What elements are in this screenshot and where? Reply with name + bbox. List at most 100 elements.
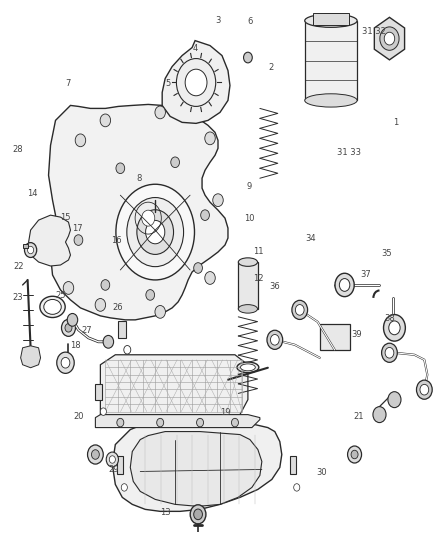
Circle shape [384,314,405,341]
Circle shape [103,335,113,348]
Circle shape [380,27,399,50]
Text: 22: 22 [13,262,23,271]
Circle shape [244,52,252,63]
Circle shape [185,69,207,96]
Text: 8: 8 [137,174,142,183]
Circle shape [384,32,395,45]
Circle shape [381,343,397,362]
Circle shape [339,279,350,292]
Circle shape [267,330,283,349]
Circle shape [116,163,125,174]
Polygon shape [130,432,262,506]
Circle shape [117,418,124,427]
Text: 4: 4 [192,44,198,53]
Text: 29: 29 [108,465,119,474]
Circle shape [157,418,164,427]
Text: 27: 27 [82,326,92,335]
Circle shape [101,280,110,290]
Text: 13: 13 [160,507,171,516]
Ellipse shape [237,362,259,373]
Circle shape [194,263,202,273]
Ellipse shape [238,258,258,266]
Circle shape [417,380,432,399]
Bar [118,321,126,338]
Text: 35: 35 [382,249,392,258]
Circle shape [385,348,394,358]
Circle shape [92,450,99,459]
Circle shape [57,352,74,374]
Text: 2: 2 [268,63,273,71]
Text: 23: 23 [13,293,24,302]
Circle shape [348,446,361,463]
Circle shape [28,246,34,254]
Circle shape [124,345,131,354]
Circle shape [67,313,78,326]
Polygon shape [305,21,357,100]
Circle shape [388,392,401,408]
Circle shape [201,210,209,221]
Bar [320,324,350,350]
Circle shape [294,484,300,491]
Circle shape [194,509,202,520]
Text: 31 33: 31 33 [337,148,361,157]
Circle shape [190,505,206,524]
Ellipse shape [238,305,258,313]
Circle shape [106,452,118,467]
Ellipse shape [305,94,357,107]
Polygon shape [28,215,71,266]
Text: 17: 17 [72,224,82,233]
Circle shape [389,321,400,335]
Polygon shape [374,18,405,60]
Circle shape [116,184,194,280]
Text: 39: 39 [351,330,362,339]
Text: 6: 6 [248,18,253,27]
Polygon shape [21,346,41,368]
Text: 7: 7 [66,78,71,87]
Text: 20: 20 [73,412,84,421]
Circle shape [295,304,304,315]
Ellipse shape [240,364,255,371]
Circle shape [74,235,83,245]
Ellipse shape [44,300,61,314]
Circle shape [155,106,166,119]
Polygon shape [49,104,228,320]
Circle shape [88,445,103,464]
Text: 5: 5 [165,78,170,87]
Circle shape [373,407,386,423]
Circle shape [292,300,307,319]
Text: 10: 10 [244,214,255,223]
Text: 16: 16 [111,237,122,246]
Circle shape [25,243,37,257]
Bar [238,262,258,309]
Circle shape [95,298,106,311]
Text: 34: 34 [305,235,316,244]
Ellipse shape [305,14,357,27]
Text: 36: 36 [269,282,280,291]
Polygon shape [162,41,230,123]
Text: 30: 30 [316,469,327,477]
Text: 18: 18 [71,341,81,350]
Polygon shape [100,355,248,415]
Text: 38: 38 [385,314,396,323]
Text: 37: 37 [360,270,371,279]
Circle shape [177,59,216,107]
Circle shape [351,450,358,459]
Polygon shape [112,424,282,511]
Text: 12: 12 [253,273,264,282]
Circle shape [61,358,70,368]
Text: 11: 11 [253,247,264,256]
Circle shape [75,134,86,147]
Text: 28: 28 [13,145,24,154]
Circle shape [155,305,166,318]
Polygon shape [95,415,260,427]
Text: 21: 21 [353,412,364,421]
Circle shape [100,114,111,127]
Text: 26: 26 [112,303,123,312]
Circle shape [137,210,173,254]
Circle shape [171,157,180,167]
Circle shape [213,194,223,207]
Circle shape [335,273,354,297]
Circle shape [100,408,106,415]
Text: 1: 1 [393,118,399,127]
Circle shape [420,384,429,395]
